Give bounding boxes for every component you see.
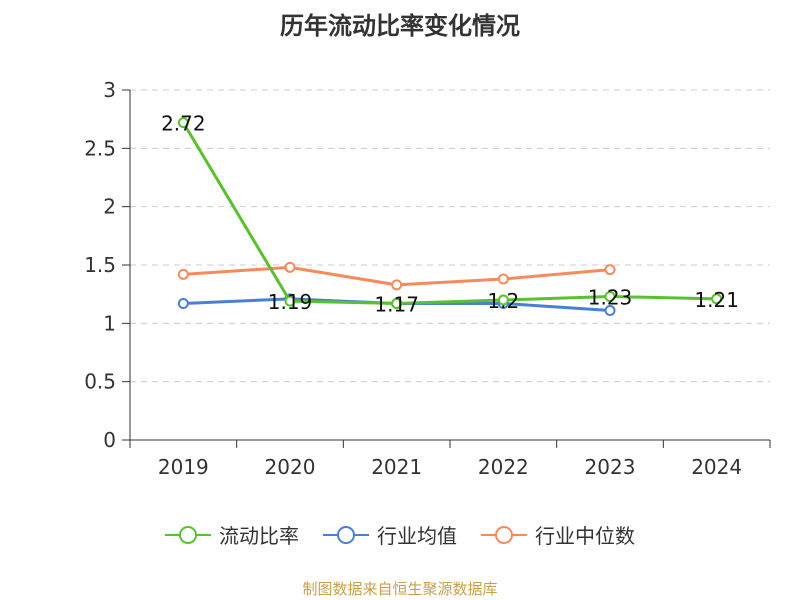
legend-item-current-ratio[interactable]: 流动比率 [165,520,299,549]
y-tick-label: 3 [103,78,116,102]
x-tick-label: 2024 [691,455,742,479]
grid-lines [130,89,770,383]
data-point [284,261,296,273]
data-labels: 2.72 1.19 1.17 1.2 1.23 1.21 [161,112,739,317]
series-line [182,121,717,305]
legend-swatch-industry-median [481,525,527,544]
data-label: 1.19 [268,290,313,314]
legend: 流动比率 行业均值 行业中位数 [0,520,800,549]
x-tick-label: 2020 [265,455,316,479]
legend-item-industry-mean[interactable]: 行业均值 [323,520,457,549]
data-point [284,295,296,307]
legend-label-industry-mean: 行业均值 [377,524,457,548]
chart-title: 历年流动比率变化情况 [280,12,520,40]
data-point [711,293,723,305]
data-point [177,268,189,280]
data-label: 2.72 [161,112,206,136]
source-footer: 制图数据来自恒生聚源数据库 [302,580,498,598]
data-point [391,298,403,309]
x-tick-label: 2021 [371,455,422,479]
series-lines [177,117,723,316]
data-label: 1.2 [487,289,519,313]
data-point [497,294,509,306]
data-point [604,305,616,316]
data-label: 1.21 [694,288,739,312]
legend-item-industry-median[interactable]: 行业中位数 [481,520,635,549]
x-tick-label: 2023 [585,455,636,479]
data-point [177,117,189,129]
data-point [391,279,403,291]
y-tick-label: 0.5 [84,370,116,394]
data-point [604,291,616,302]
x-tick-label: 2022 [478,455,529,479]
y-tick-label: 1 [103,311,116,335]
data-label: 1.23 [588,286,633,310]
data-point [604,264,616,276]
data-label: 1.17 [374,293,419,317]
y-tick-label: 1.5 [84,253,116,277]
legend-label-industry-median: 行业中位数 [535,524,635,548]
legend-swatch-industry-mean [323,525,369,544]
axes: 0 0.5 1 1.5 2 2.5 3 2019 2020 2021 2022 2023 2024 [84,78,771,479]
legend-swatch-current-ratio [165,525,211,544]
data-point [497,273,509,285]
legend-label-current-ratio: 流动比率 [219,524,299,548]
y-tick-label: 0 [103,428,116,452]
data-point [177,298,189,309]
x-tick-label: 2019 [158,455,209,479]
y-tick-label: 2.5 [84,136,116,160]
y-tick-label: 2 [103,195,116,219]
